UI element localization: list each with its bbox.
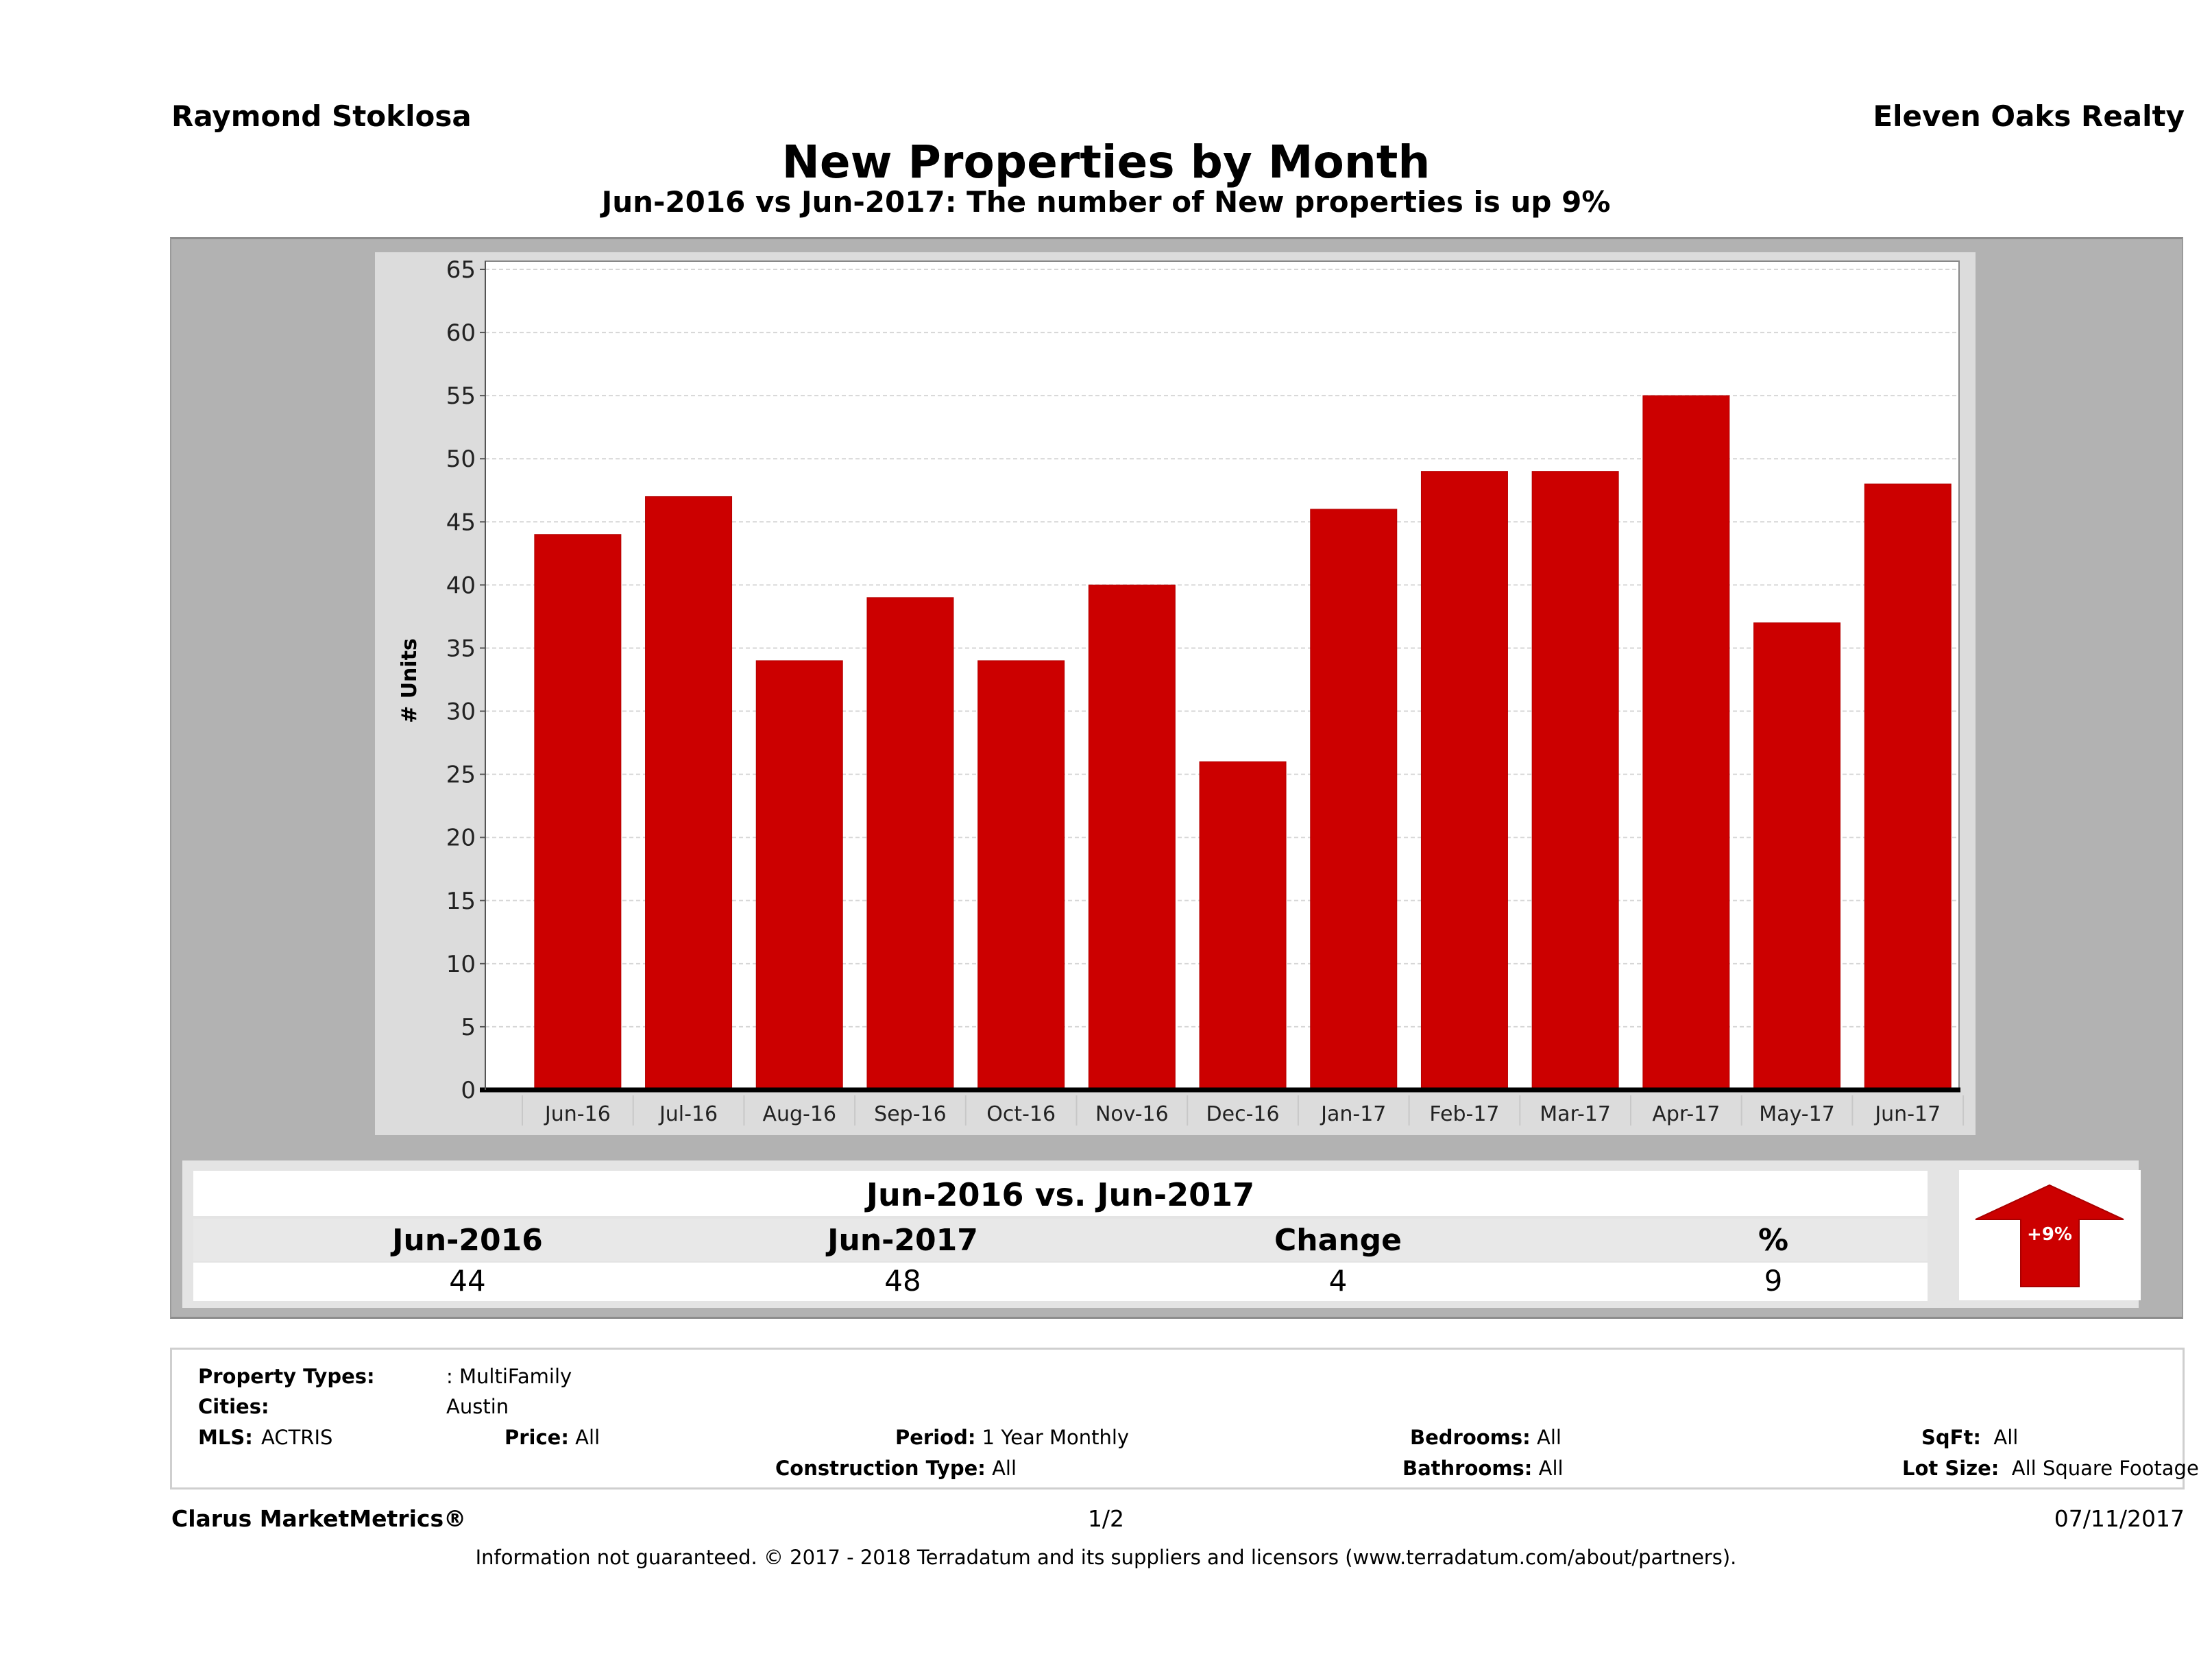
filter-bathrooms: Bathrooms: All: [1402, 1457, 1564, 1480]
y-tick-label: 60: [446, 319, 476, 347]
filter-property-types-value: : MultiFamily: [446, 1365, 572, 1388]
x-tick-label: Jun-16: [544, 1102, 611, 1126]
x-tick-label: Oct-16: [986, 1102, 1056, 1126]
filter-cities: Cities:: [198, 1395, 269, 1418]
y-tick-label: 0: [461, 1077, 476, 1104]
agent-name: Raymond Stoklosa: [171, 99, 472, 133]
x-tick-label: Sep-16: [874, 1102, 947, 1126]
change-badge-box: +9%: [1959, 1170, 2141, 1300]
x-tick-label: Jul-16: [658, 1102, 718, 1126]
y-tick-label: 45: [446, 509, 476, 536]
bar-jun-16: [534, 534, 622, 1091]
filter-sqft: SqFt: All: [1921, 1426, 2019, 1449]
page-number: 1/2: [1087, 1505, 1125, 1532]
summary-header-start: Jun-2016: [392, 1223, 543, 1258]
bar-dec-16: [1199, 761, 1287, 1091]
summary-header-row: Jun-2016 Jun-2017 Change %: [193, 1219, 1928, 1261]
x-tick-label: Dec-16: [1206, 1102, 1280, 1126]
bar-jun-17: [1864, 483, 1952, 1091]
change-badge-text: +9%: [2027, 1224, 2072, 1245]
bar-mar-17: [1531, 471, 1619, 1091]
bar-feb-17: [1420, 471, 1508, 1091]
bar-jul-16: [645, 496, 733, 1091]
y-tick-label: 40: [446, 572, 476, 599]
filter-mls-value: ACTRIS: [261, 1426, 333, 1449]
summary-value-row: 44 48 4 9: [193, 1263, 1928, 1301]
filter-cities-value: Austin: [446, 1395, 509, 1418]
filter-price: Price: All: [505, 1426, 600, 1449]
filter-period: Period: 1 Year Monthly: [895, 1426, 1130, 1449]
y-tick-label: 20: [446, 825, 476, 852]
summary-value-percent: 9: [1764, 1264, 1783, 1298]
x-tick-label: Nov-16: [1095, 1102, 1169, 1126]
report-subtitle: Jun-2016 vs Jun-2017: The number of New …: [601, 185, 1611, 219]
filter-mls: MLS:: [198, 1426, 253, 1449]
summary-value-change: 4: [1328, 1264, 1348, 1298]
bars: [534, 395, 1952, 1091]
y-tick-label: 10: [446, 951, 476, 978]
bar-may-17: [1753, 622, 1841, 1091]
x-tick-label: Aug-16: [762, 1102, 836, 1126]
x-tick-label: Jun-17: [1873, 1102, 1941, 1126]
filter-lot-size: Lot Size: All Square Footage: [1902, 1457, 2199, 1480]
y-tick-label: 50: [446, 446, 476, 473]
disclaimer: Information not guaranteed. © 2017 - 201…: [475, 1546, 1737, 1569]
x-axis-ticks: Jun-16 Jul-16 Aug-16 Sep-16 Oct-16 Nov-16 Dec-…: [522, 1095, 1965, 1126]
arrow-up-icon: +9%: [1975, 1184, 2124, 1287]
y-tick-label: 5: [461, 1014, 476, 1041]
bar-oct-16: [977, 660, 1065, 1091]
filter-construction-type: Construction Type: All: [775, 1457, 1017, 1480]
bar-aug-16: [755, 660, 843, 1091]
summary-value-start: 44: [449, 1264, 486, 1298]
summary-value-end: 48: [884, 1264, 921, 1298]
bar-sep-16: [866, 597, 954, 1091]
y-tick-label: 30: [446, 698, 476, 726]
summary-header-change: Change: [1274, 1223, 1402, 1258]
footer-brand: Clarus MarketMetrics®: [171, 1505, 467, 1532]
x-tick-label: May-17: [1759, 1102, 1835, 1126]
x-tick-label: Apr-17: [1652, 1102, 1720, 1126]
y-tick-label: 25: [446, 762, 476, 789]
y-tick-label: 55: [446, 382, 476, 410]
summary-title: Jun-2016 vs. Jun-2017: [193, 1171, 1928, 1216]
report-date: 07/11/2017: [2054, 1505, 2185, 1532]
y-tick-label: 15: [446, 888, 476, 915]
y-axis-label: # Units: [398, 638, 422, 723]
filter-property-types: Property Types:: [198, 1365, 375, 1388]
bar-apr-17: [1642, 395, 1730, 1091]
report-title: New Properties by Month: [781, 136, 1431, 189]
bar-jan-17: [1310, 509, 1398, 1091]
summary-header-percent: %: [1758, 1223, 1789, 1258]
y-axis-ticks: 0 5 10 15 20 25 30 35 40 45 50 55 60 65: [446, 256, 485, 1104]
y-tick-label: 35: [446, 635, 476, 662]
y-tick-label: 65: [446, 256, 476, 284]
x-tick-label: Feb-17: [1429, 1102, 1499, 1126]
filter-bedrooms: Bedrooms: All: [1410, 1426, 1561, 1449]
x-tick-label: Jan-17: [1320, 1102, 1386, 1126]
x-tick-label: Mar-17: [1540, 1102, 1611, 1126]
summary-header-end: Jun-2017: [827, 1223, 978, 1258]
filter-criteria: Property Types: : MultiFamily Cities: Au…: [170, 1348, 2199, 1489]
bar-chart: 0 5 10 15 20 25 30 35 40 45 50 55 60 65 Jun-16 Jul-16 A…: [398, 256, 1965, 1126]
bar-nov-16: [1088, 584, 1176, 1091]
company-name: Eleven Oaks Realty: [1873, 99, 2185, 133]
